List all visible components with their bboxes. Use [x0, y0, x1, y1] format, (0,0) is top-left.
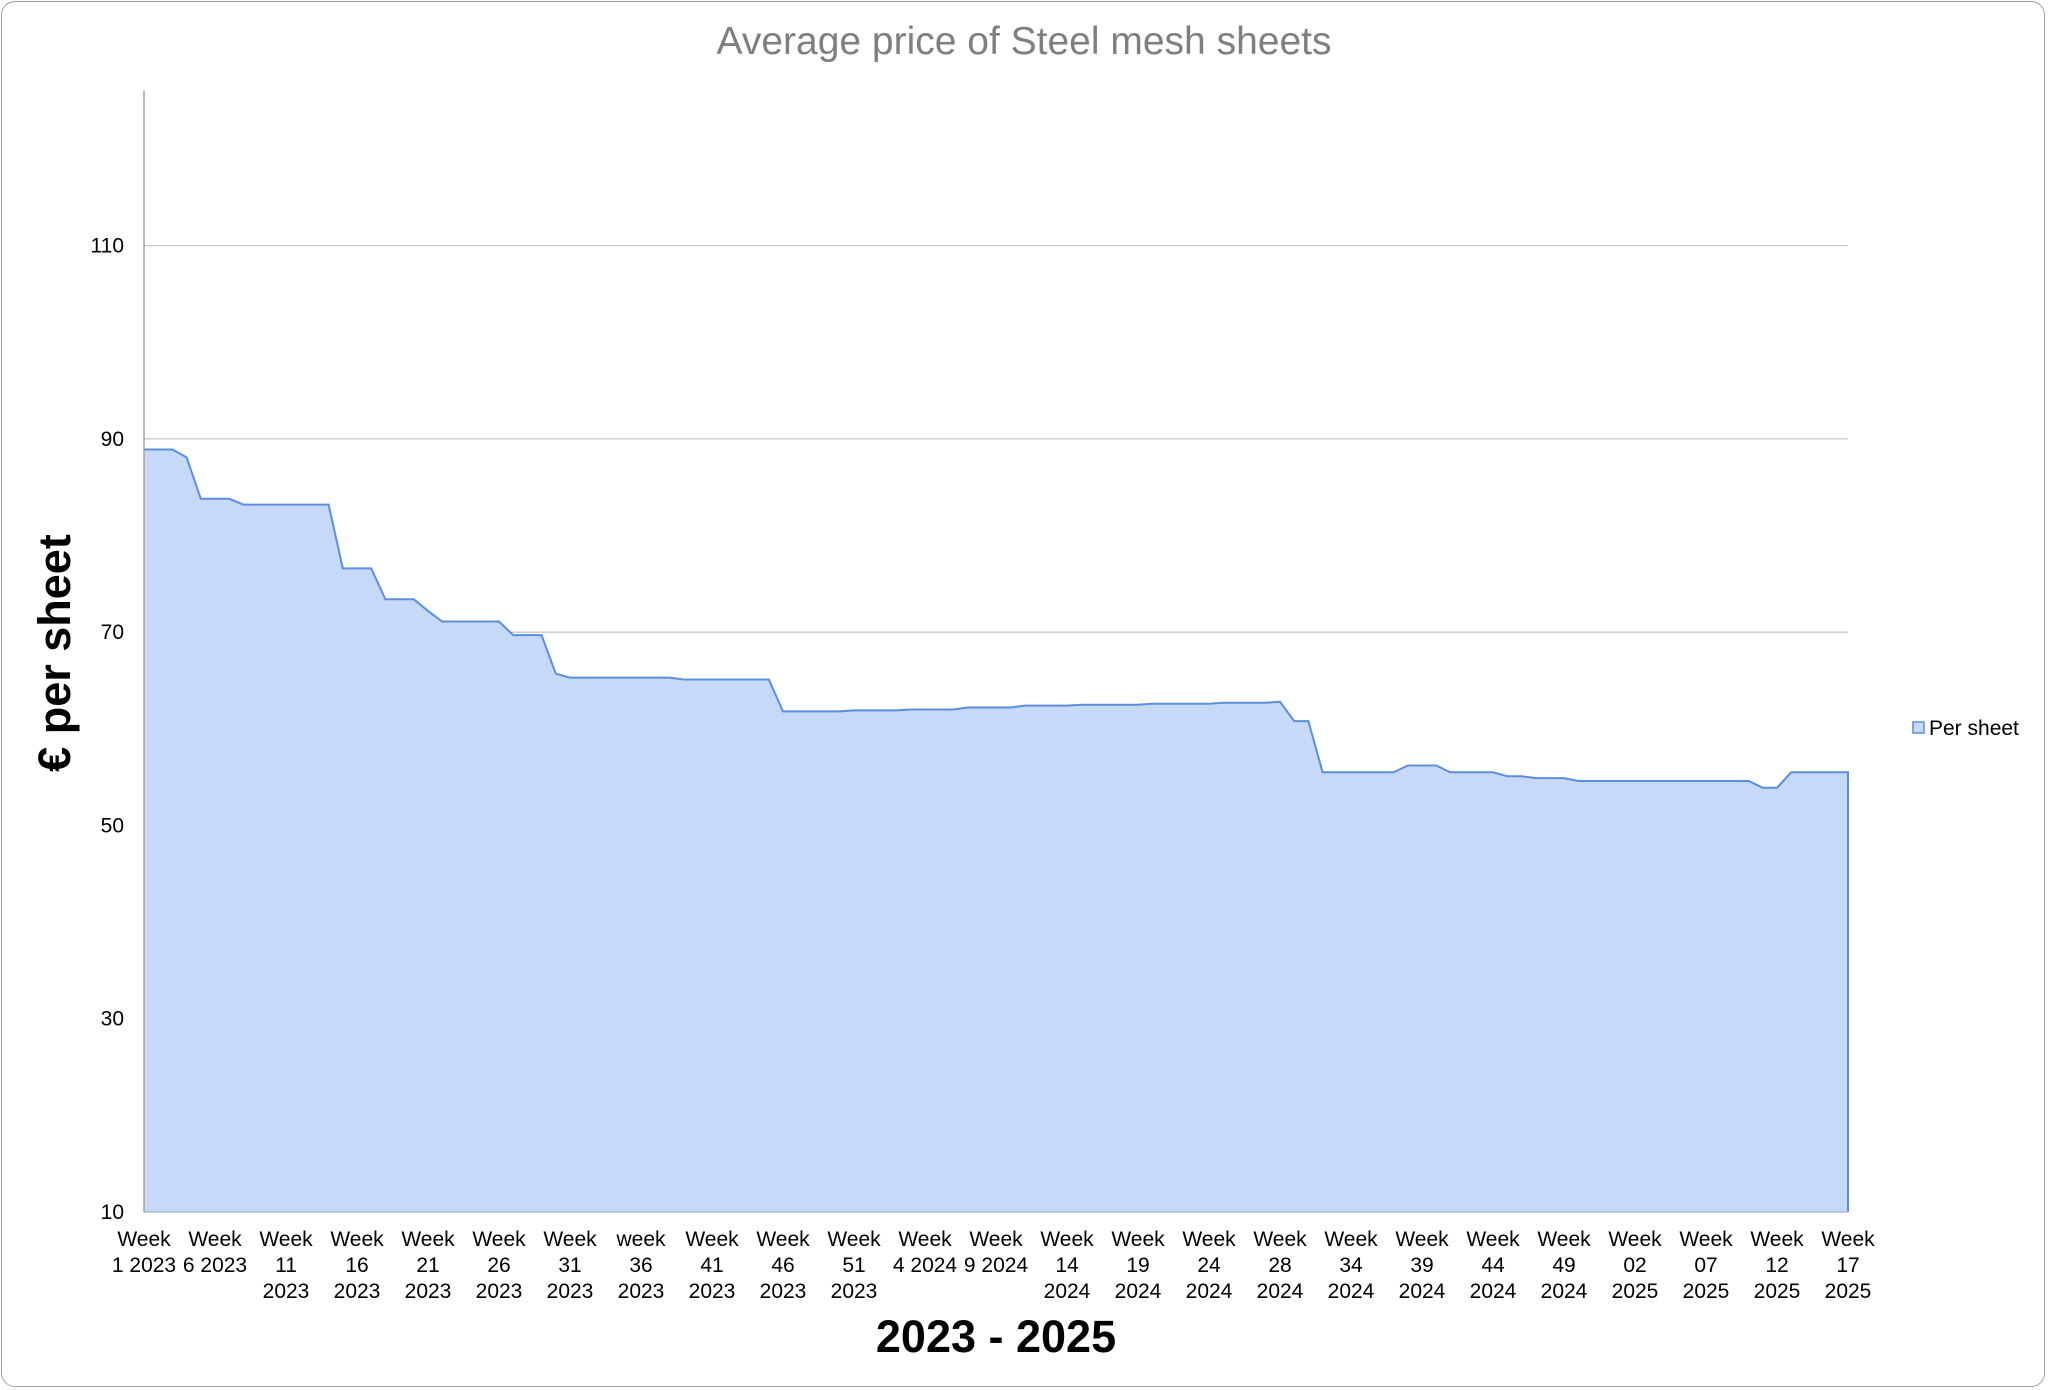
- x-tick-label: Week 07 2025: [1679, 1228, 1733, 1303]
- x-tick-label: Week 17 2025: [1821, 1228, 1875, 1303]
- x-tick-label: Week 11 2023: [259, 1228, 313, 1303]
- x-tick-label: Week 31 2023: [543, 1228, 597, 1303]
- y-axis-title: € per sheet: [29, 534, 80, 772]
- x-tick-label: Week 49 2024: [1537, 1228, 1591, 1303]
- x-tick-label: Week 39 2024: [1395, 1228, 1449, 1303]
- series-line: [144, 448, 1849, 1212]
- x-tick-label: Week 34 2024: [1324, 1228, 1378, 1303]
- legend-label: Per sheet: [1929, 717, 2019, 740]
- x-tick-label: Week 51 2023: [827, 1228, 881, 1303]
- x-axis-title: 2023 - 2025: [876, 1311, 1116, 1362]
- x-tick-label: Week 16 2023: [330, 1228, 384, 1303]
- y-tick-label: 70: [101, 621, 124, 644]
- x-tick-label: Week 28 2024: [1253, 1228, 1307, 1303]
- x-tick-label: Week 02 2025: [1608, 1228, 1662, 1303]
- y-tick-label: 30: [101, 1008, 124, 1031]
- x-tick-label: Week 4 2024: [893, 1228, 958, 1277]
- x-tick-label: Week 14 2024: [1040, 1228, 1094, 1303]
- x-tick-label: Week 46 2023: [756, 1228, 810, 1303]
- legend-swatch: [1912, 721, 1925, 734]
- x-tick-label: Week 44 2024: [1466, 1228, 1520, 1303]
- x-tick-label: Week 9 2024: [964, 1228, 1029, 1277]
- x-tick-label: Week 19 2024: [1111, 1228, 1165, 1303]
- x-tick-label: Week 41 2023: [685, 1228, 739, 1303]
- y-tick-label: 50: [101, 814, 124, 837]
- chart-title: Average price of Steel mesh sheets: [717, 20, 1332, 63]
- x-tick-label: Week 12 2025: [1750, 1228, 1804, 1303]
- x-tick-label: Week 21 2023: [401, 1228, 455, 1303]
- x-tick-label: Week 26 2023: [472, 1228, 526, 1303]
- x-tick-label: Week 1 2023: [112, 1228, 176, 1277]
- legend: Per sheet: [1912, 717, 2019, 740]
- area-fill: [144, 449, 1848, 1212]
- y-tick-label: 110: [91, 235, 124, 258]
- x-tick-label: week 36 2023: [615, 1228, 666, 1303]
- x-tick-label: Week 6 2023: [183, 1228, 247, 1277]
- y-tick-label: 90: [101, 428, 124, 451]
- y-tick-label: 10: [101, 1201, 124, 1224]
- x-tick-label: Week 24 2024: [1182, 1228, 1236, 1303]
